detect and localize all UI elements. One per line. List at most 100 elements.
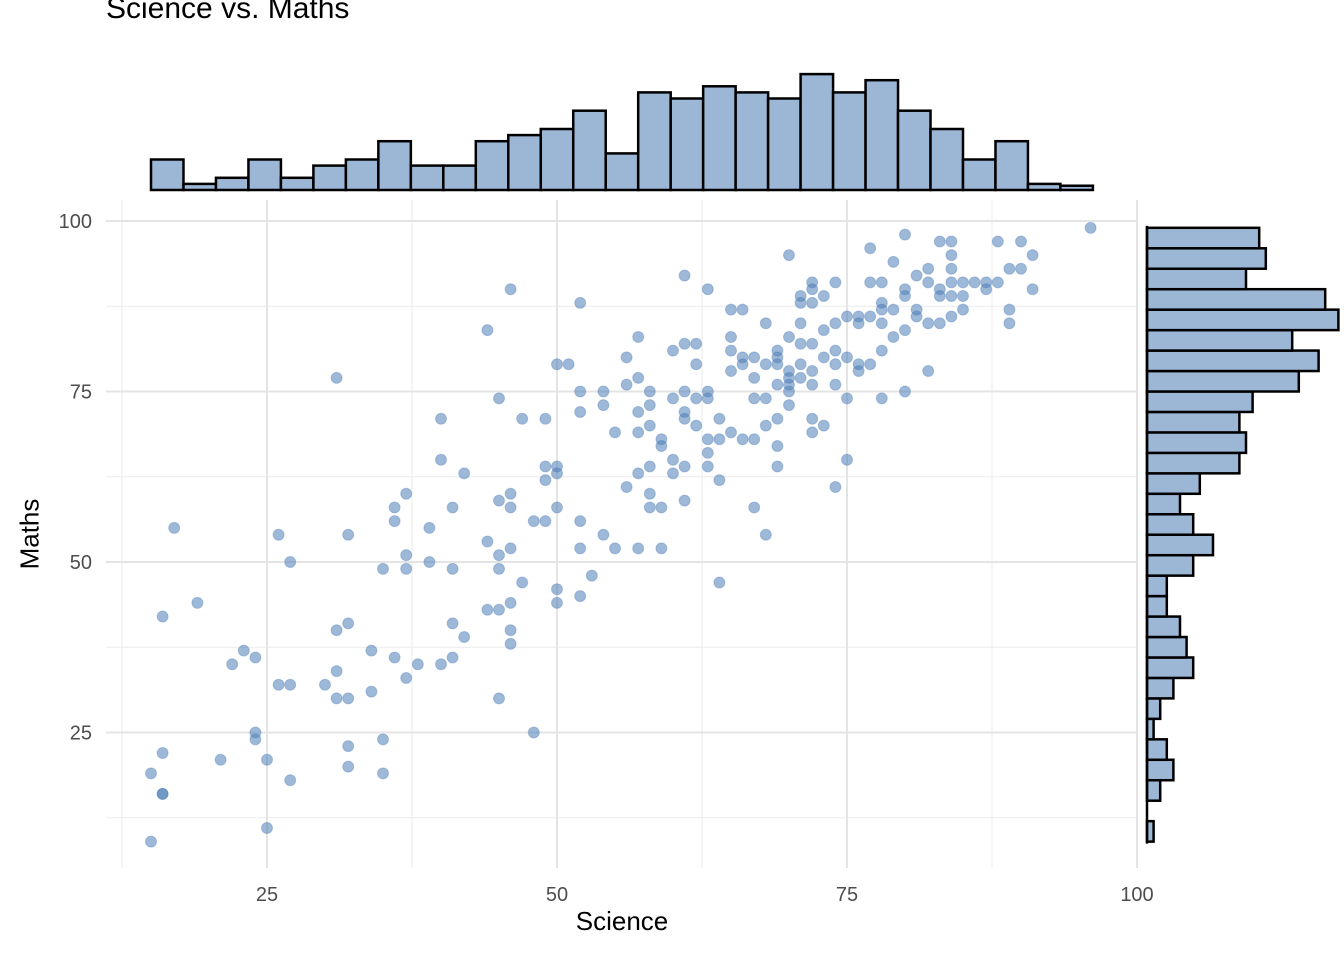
scatter-point: [168, 521, 181, 534]
scatter-point: [678, 337, 691, 350]
scatter-point: [690, 358, 703, 371]
scatter-point: [875, 276, 888, 289]
x-histogram-bar: [1059, 184, 1095, 192]
scatter-point: [516, 412, 529, 425]
x-histogram-bar: [994, 139, 1030, 192]
scatter-point: [980, 283, 993, 296]
scatter-points: [145, 221, 1097, 848]
scatter-point: [597, 399, 610, 412]
y-histogram-bar: [1145, 328, 1294, 352]
scatter-point: [574, 542, 587, 555]
y-histogram-bar: [1145, 492, 1182, 516]
scatter-point: [597, 528, 610, 541]
scatter-point: [678, 412, 691, 425]
scatter-point: [342, 692, 355, 705]
scatter-point: [701, 460, 714, 473]
scatter-point: [388, 651, 401, 664]
scatter-point: [864, 242, 877, 255]
scatter-point: [1015, 235, 1027, 248]
scatter-point: [226, 658, 239, 671]
scatter-point: [829, 480, 842, 493]
scatter-point: [643, 419, 656, 432]
y-histogram-bar: [1145, 451, 1241, 475]
scatter-point: [864, 310, 877, 323]
scatter-point: [852, 365, 865, 378]
scatter-point: [887, 255, 900, 268]
x-histogram-bar: [734, 91, 770, 192]
scatter-point: [922, 276, 935, 289]
scatter-point: [875, 317, 888, 330]
scatter-point: [725, 303, 737, 316]
scatter-point: [493, 562, 505, 575]
scatter-point: [829, 317, 842, 330]
scatter-point: [783, 385, 795, 398]
y-histogram-bar: [1145, 574, 1169, 598]
x-histogram-bar: [571, 109, 607, 192]
scatter-point: [910, 269, 923, 282]
y-histogram-bar: [1145, 287, 1327, 311]
scatter-point: [910, 310, 923, 323]
scatter-point: [945, 249, 958, 262]
y-axis-label: Maths: [14, 498, 45, 570]
y-tick-label: 50: [70, 552, 92, 574]
scatter-point: [806, 426, 819, 439]
scatter-point: [388, 501, 401, 514]
scatter-point: [841, 310, 853, 323]
x-histogram-bar: [312, 164, 348, 192]
scatter-point: [330, 624, 343, 637]
scatter-point: [748, 392, 761, 405]
scatter-point: [794, 317, 807, 330]
scatter-point: [493, 494, 505, 507]
scatter-point: [655, 440, 668, 453]
scatter-point: [1026, 283, 1039, 296]
y-marginal-histogram: [1145, 225, 1340, 844]
scatter-point: [806, 412, 819, 425]
scatter-point: [342, 528, 355, 541]
scatter-point: [933, 235, 946, 248]
x-tick-label: 100: [1120, 884, 1153, 906]
scatter-point: [504, 487, 517, 500]
scatter-point: [713, 474, 726, 487]
scatter-point: [736, 303, 749, 316]
scatter-point: [504, 624, 517, 637]
x-histogram-bar: [474, 139, 510, 192]
scatter-point: [817, 351, 830, 364]
scatter-point: [377, 767, 389, 780]
scatter-point: [945, 235, 958, 248]
y-histogram-bar: [1145, 635, 1188, 659]
scatter-point: [643, 487, 656, 500]
scatter-point: [423, 556, 436, 568]
scatter-point: [817, 324, 830, 337]
x-marginal-histogram: [149, 72, 1095, 192]
scatter-point: [551, 467, 563, 480]
scatter-point: [957, 290, 969, 303]
scatter-point: [713, 412, 726, 425]
x-histogram-bar: [831, 91, 867, 192]
x-histogram-bar: [896, 109, 932, 192]
scatter-point: [759, 317, 772, 330]
scatter-point: [643, 460, 656, 473]
y-histogram-bar: [1145, 349, 1320, 373]
scatter-point: [214, 753, 227, 766]
y-histogram-bar: [1145, 410, 1241, 434]
scatter-point: [574, 385, 587, 398]
scatter-point: [852, 317, 865, 330]
scatter-point: [609, 542, 621, 555]
y-histogram-bar: [1145, 758, 1175, 782]
scatter-point: [945, 262, 958, 275]
scatter-point: [725, 330, 737, 343]
scatter-point: [922, 262, 935, 275]
scatter-point: [597, 385, 610, 398]
scatter-point: [504, 596, 517, 609]
scatter-point: [806, 378, 819, 391]
y-histogram-bar: [1145, 390, 1254, 414]
scatter-point: [701, 446, 714, 459]
scatter-point: [748, 371, 761, 384]
scatter-point: [933, 290, 946, 303]
x-histogram-bar: [539, 127, 575, 192]
scatter-point: [725, 365, 737, 378]
x-tick-labels: 25 50 75 100: [256, 884, 1154, 906]
scatter-point: [806, 296, 819, 309]
scatter-point: [446, 651, 459, 664]
y-tick-label: 75: [70, 382, 92, 404]
